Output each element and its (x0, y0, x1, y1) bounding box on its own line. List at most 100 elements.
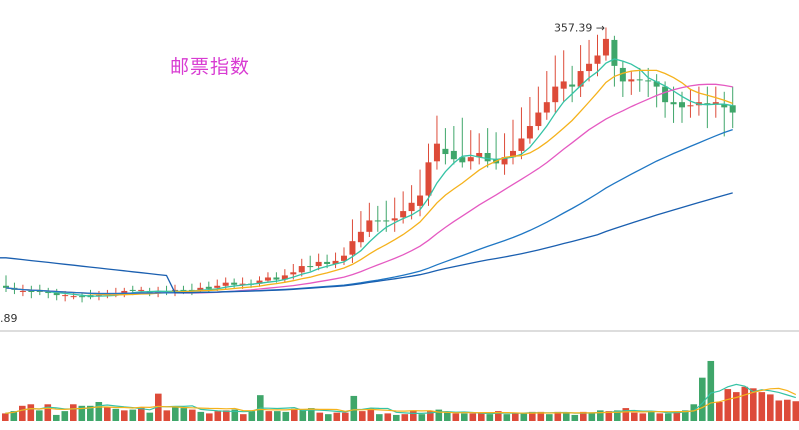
candle-body (341, 255, 347, 261)
candle-body (349, 241, 356, 255)
volume-bar (537, 411, 545, 421)
volume-bar (291, 408, 298, 421)
candle-body (645, 80, 652, 82)
candle-body (400, 211, 407, 218)
candle-body (307, 266, 314, 268)
volume-bar (342, 412, 349, 421)
volume-bar (792, 401, 799, 421)
ma60-line (5, 128, 733, 295)
volume-bar (316, 412, 324, 421)
volume-ma10-line (5, 387, 797, 414)
candle-body (391, 218, 398, 221)
volume-bar (70, 404, 77, 421)
volume-bar (435, 409, 443, 421)
candle-body (197, 287, 204, 291)
volume-bar (112, 408, 120, 421)
volume-bar (104, 407, 111, 421)
candle-body (383, 220, 390, 222)
candle-body (70, 296, 77, 298)
volume-bar (656, 413, 664, 421)
candle-body (543, 102, 550, 113)
candle-body (704, 103, 711, 105)
volume-bar (614, 410, 621, 421)
volume-bar (733, 392, 740, 421)
volume-bar (299, 409, 307, 421)
candle-body (231, 282, 238, 285)
volume-bar (325, 414, 332, 421)
volume-bar (376, 414, 383, 421)
candle-body (315, 261, 322, 267)
volume-bar (138, 407, 145, 421)
ma120-line (0, 192, 733, 294)
volume-bar (197, 411, 205, 421)
volume-bar (750, 388, 757, 421)
volume-bar (95, 402, 103, 421)
volume-bar (87, 405, 94, 421)
candle-body (535, 112, 542, 127)
volume-bar (682, 410, 689, 421)
candle-body (79, 296, 86, 298)
volume-bar (282, 411, 290, 421)
candle-body (273, 277, 280, 280)
candle-body (594, 55, 601, 64)
candle-body (552, 86, 559, 103)
volume-bar (44, 404, 52, 421)
candle-body (560, 81, 567, 89)
volume-bar (333, 412, 341, 421)
volume-bar (248, 411, 256, 421)
ma20-line (5, 83, 733, 295)
candle-body (214, 285, 221, 288)
candle-body (687, 105, 694, 107)
candle-body (239, 283, 246, 285)
candle-body (467, 157, 474, 162)
candle-body (45, 291, 52, 294)
volume-panel (2, 360, 799, 421)
volume-bar (554, 411, 562, 421)
volume-bar (503, 414, 511, 421)
ma10-line (5, 69, 733, 296)
candle-body (721, 104, 728, 108)
volume-bar (27, 404, 35, 421)
candle-body (628, 79, 635, 82)
candle-body (636, 79, 643, 81)
candle-body (281, 275, 288, 280)
ma5-line (5, 58, 733, 297)
volume-bar (223, 410, 230, 421)
volume-bar (452, 413, 460, 421)
candle-body (366, 220, 373, 232)
volume-bar (588, 413, 596, 421)
volume-ma5-line (5, 383, 796, 415)
volume-bar (469, 413, 477, 421)
candle-body (484, 152, 491, 162)
volume-bar (265, 411, 273, 421)
candle-body (729, 105, 736, 113)
volume-bar (350, 395, 358, 421)
volume-bar (36, 410, 43, 421)
volume-bar (444, 412, 451, 421)
volume-bar (571, 414, 579, 421)
volume-bar (146, 412, 154, 421)
volume-bar (673, 411, 681, 421)
volume-bar (622, 408, 630, 421)
candle-body (264, 277, 271, 281)
volume-bar (758, 392, 766, 421)
candle-body (476, 152, 483, 158)
volume-bar (2, 413, 9, 421)
candle-body (679, 102, 685, 108)
candle-body (450, 150, 457, 160)
volume-bar (240, 414, 247, 421)
candle-body (670, 102, 677, 105)
volume-bar (19, 405, 26, 421)
candle-body (501, 157, 508, 165)
volume-bar (231, 409, 239, 421)
volume-bar (478, 413, 485, 421)
volume-bar (129, 409, 137, 421)
volume-bar (61, 411, 69, 421)
volume-bar (486, 414, 494, 421)
candle-body (374, 220, 381, 222)
candle-body (518, 138, 525, 151)
candle-body (569, 84, 576, 87)
volume-bar (206, 413, 213, 421)
volume-bar (716, 402, 723, 421)
